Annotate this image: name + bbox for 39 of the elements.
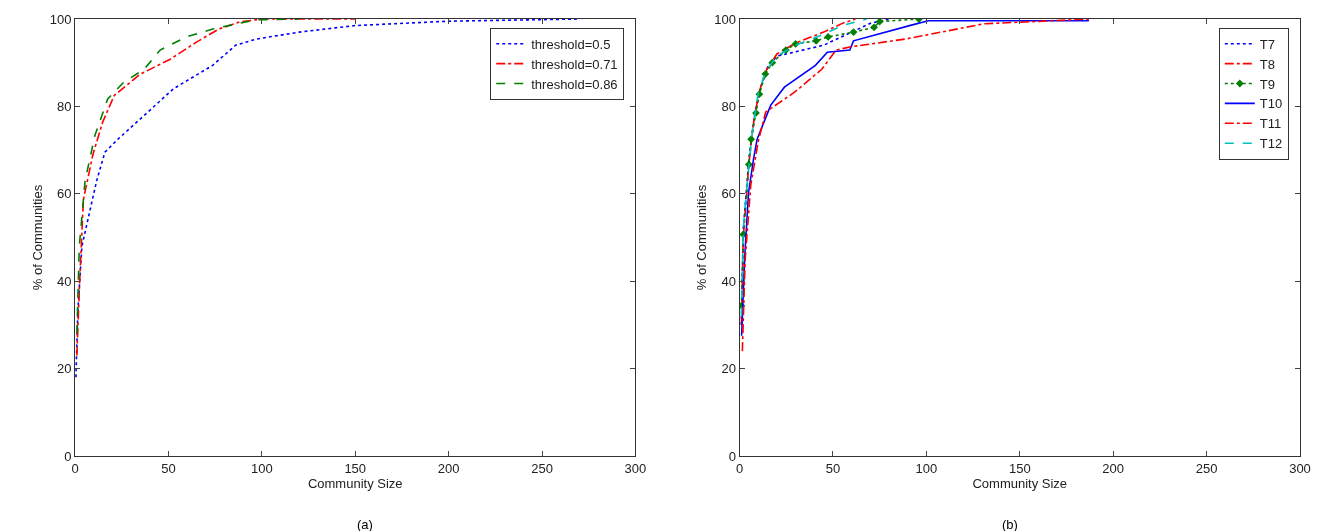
x-tick-label: 150 — [344, 460, 367, 476]
x-tick-label: 100 — [915, 460, 938, 476]
x-axis-title: Community Size — [307, 475, 403, 491]
x-tick-label: 250 — [1195, 460, 1218, 476]
x-tick-label: 50 — [161, 460, 176, 476]
x-tick-label: 100 — [250, 460, 273, 476]
x-tick-label: 300 — [624, 460, 647, 476]
x-tick-label: 150 — [1008, 460, 1031, 476]
legend-label: T9 — [1259, 76, 1275, 92]
x-tick-label: 250 — [531, 460, 553, 476]
y-axis-title: % of Communities — [29, 184, 45, 291]
y-tick-label: 60 — [56, 186, 72, 202]
legend-label: T11 — [1259, 116, 1282, 132]
y-tick-label: 0 — [728, 448, 736, 464]
x-tick-label: 300 — [1289, 460, 1311, 476]
y-tick-label: 20 — [721, 361, 736, 377]
y-tick-label: 80 — [721, 98, 736, 114]
y-tick-label: 0 — [64, 448, 72, 464]
x-tick-label: 50 — [825, 460, 841, 476]
legend-label: threshold=0.71 — [531, 56, 618, 72]
legend-label: threshold=0.5 — [531, 36, 611, 52]
legend-label: T10 — [1259, 96, 1283, 112]
x-axis-title: Community Size — [972, 475, 1068, 491]
legend-label: threshold=0.86 — [531, 76, 618, 92]
y-tick-label: 40 — [721, 273, 736, 289]
y-tick-label: 60 — [721, 186, 736, 202]
legend-label: T7 — [1259, 36, 1275, 52]
legend-label: T8 — [1259, 56, 1275, 72]
y-axis-title: % of Communities — [694, 184, 710, 291]
x-tick-label: 200 — [437, 460, 460, 476]
y-tick-label: 80 — [56, 98, 72, 114]
x-tick-label: 200 — [1102, 460, 1125, 476]
y-tick-label: 40 — [56, 273, 72, 289]
legend-label: T12 — [1259, 136, 1283, 152]
y-tick-label: 100 — [49, 11, 72, 27]
text: (b) — [1002, 517, 1018, 531]
y-tick-label: 20 — [56, 361, 72, 377]
text: (a) — [357, 517, 373, 531]
y-tick-label: 100 — [714, 11, 736, 27]
